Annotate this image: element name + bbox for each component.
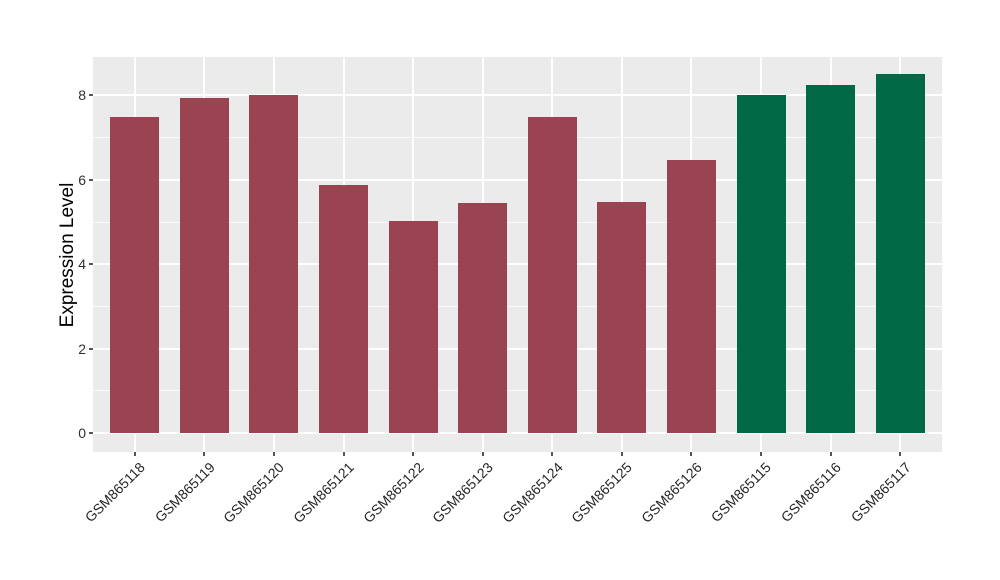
x-label-text-GSM865125: GSM865125	[568, 459, 636, 526]
x-tick-mark-GSM865124	[551, 452, 554, 456]
bar-GSM865126	[666, 159, 716, 433]
y-tick-mark-0	[89, 432, 93, 434]
major-gridline-y2	[93, 347, 942, 350]
x-label-text-GSM865120: GSM865120	[220, 459, 288, 526]
x-tick-mark-GSM865125	[620, 452, 623, 456]
x-tick-mark-GSM865118	[133, 452, 136, 456]
bar-GSM865123	[458, 203, 508, 433]
major-gridline-y4	[93, 263, 942, 266]
major-gridline-y8	[93, 94, 942, 97]
x-label-text-GSM865117: GSM865117	[847, 459, 914, 526]
x-label-text-GSM865121: GSM865121	[289, 459, 357, 526]
y-tick-label-6: 6	[78, 171, 86, 188]
bar-GSM865118	[110, 116, 160, 433]
y-tick-mark-2	[89, 347, 93, 350]
y-tick-label-8: 8	[78, 87, 86, 104]
bar-GSM865116	[806, 84, 856, 433]
x-label-text-GSM865123: GSM865123	[429, 459, 497, 526]
x-tick-mark-GSM865126	[690, 452, 693, 456]
bar-GSM865124	[527, 116, 577, 433]
x-label-text-GSM865119: GSM865119	[151, 459, 218, 526]
y-tick-label-4: 4	[78, 256, 86, 273]
x-tick-mark-GSM865117	[899, 452, 902, 456]
plot-panel	[93, 57, 942, 452]
minor-gridline-y1	[93, 390, 942, 392]
x-label-text-GSM865118: GSM865118	[81, 459, 149, 526]
x-tick-mark-GSM865120	[272, 452, 275, 456]
x-tick-mark-GSM865119	[203, 452, 206, 456]
x-label-text-GSM865126: GSM865126	[637, 459, 705, 526]
y-tick-label-0: 0	[78, 425, 86, 441]
bar-GSM865120	[249, 94, 299, 433]
x-tick-mark-GSM865115	[760, 452, 763, 456]
y-tick-label-2: 2	[78, 340, 86, 357]
y-tick-mark-6	[89, 178, 93, 181]
y-tick-mark-4	[89, 263, 93, 266]
minor-gridline-y7	[93, 137, 942, 139]
x-label-text-GSM865124: GSM865124	[498, 459, 566, 526]
x-tick-mark-GSM865116	[829, 452, 832, 456]
bar-GSM865117	[875, 74, 925, 433]
major-gridline-y6	[93, 178, 942, 181]
x-label-text-GSM865115: GSM865115	[708, 459, 775, 526]
bar-GSM865119	[179, 97, 229, 433]
minor-gridline-y5	[93, 221, 942, 223]
x-label-text-GSM865116: GSM865116	[777, 459, 844, 526]
x-tick-mark-GSM865121	[342, 452, 345, 456]
bar-GSM865121	[319, 185, 369, 433]
x-tick-mark-GSM865123	[481, 452, 484, 456]
x-tick-mark-GSM865122	[412, 452, 415, 456]
minor-gridline-y3	[93, 305, 942, 307]
y-tick-mark-8	[89, 94, 93, 97]
bar-GSM865115	[736, 94, 786, 433]
bar-GSM865122	[388, 220, 438, 433]
major-gridline-y0	[93, 432, 942, 434]
bar-GSM865125	[597, 201, 647, 433]
x-label-text-GSM865122: GSM865122	[359, 459, 427, 526]
